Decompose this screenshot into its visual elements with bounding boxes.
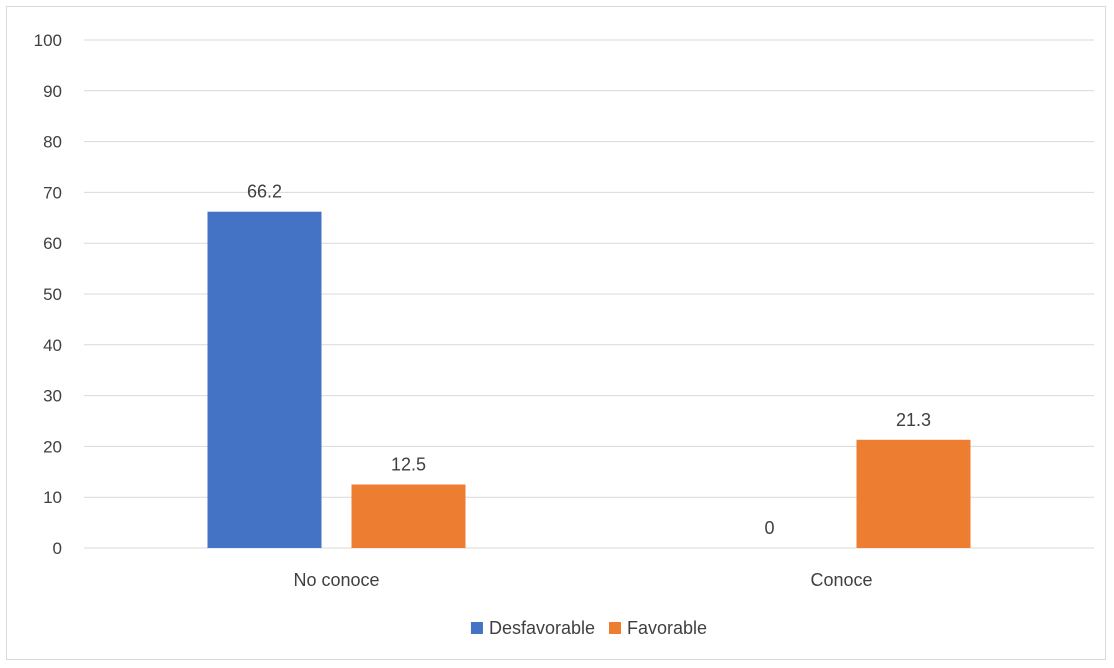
bar-favorable-1 [856,439,971,548]
legend-swatch [470,622,483,634]
data-label: 12.5 [391,455,426,475]
legend-swatch [609,622,622,634]
y-tick-label: 60 [43,234,62,253]
category-label: Conoce [810,570,872,590]
y-tick-label: 70 [43,183,62,202]
data-label: 66.2 [247,182,282,202]
y-axis-tick-labels: 0 10 20 30 40 50 60 70 80 90 100 [34,31,62,558]
y-tick-label: 100 [34,31,62,50]
y-tick-label: 30 [43,387,62,406]
bars [207,211,971,549]
y-tick-label: 10 [43,488,62,507]
legend-item-desfavorable: Desfavorable [470,618,595,638]
data-labels: 66.2 12.5 0 21.3 [247,182,931,538]
legend-label: Favorable [627,618,707,638]
y-tick-label: 20 [43,437,62,456]
bar-desfavorable-0 [207,211,322,549]
data-label: 21.3 [896,410,931,430]
bar-favorable-0 [351,484,466,548]
category-label: No conoce [293,570,379,590]
legend-item-favorable: Favorable [609,618,707,638]
x-axis-category-labels: No conoce Conoce [293,570,872,590]
y-tick-label: 0 [53,539,62,558]
y-tick-label: 50 [43,285,62,304]
legend-label: Desfavorable [489,618,595,638]
chart-area [6,6,1106,660]
data-label: 0 [764,518,774,538]
y-tick-label: 80 [43,133,62,152]
legend: Desfavorable Favorable [470,618,707,638]
y-tick-label: 40 [43,336,62,355]
y-tick-label: 90 [43,82,62,101]
